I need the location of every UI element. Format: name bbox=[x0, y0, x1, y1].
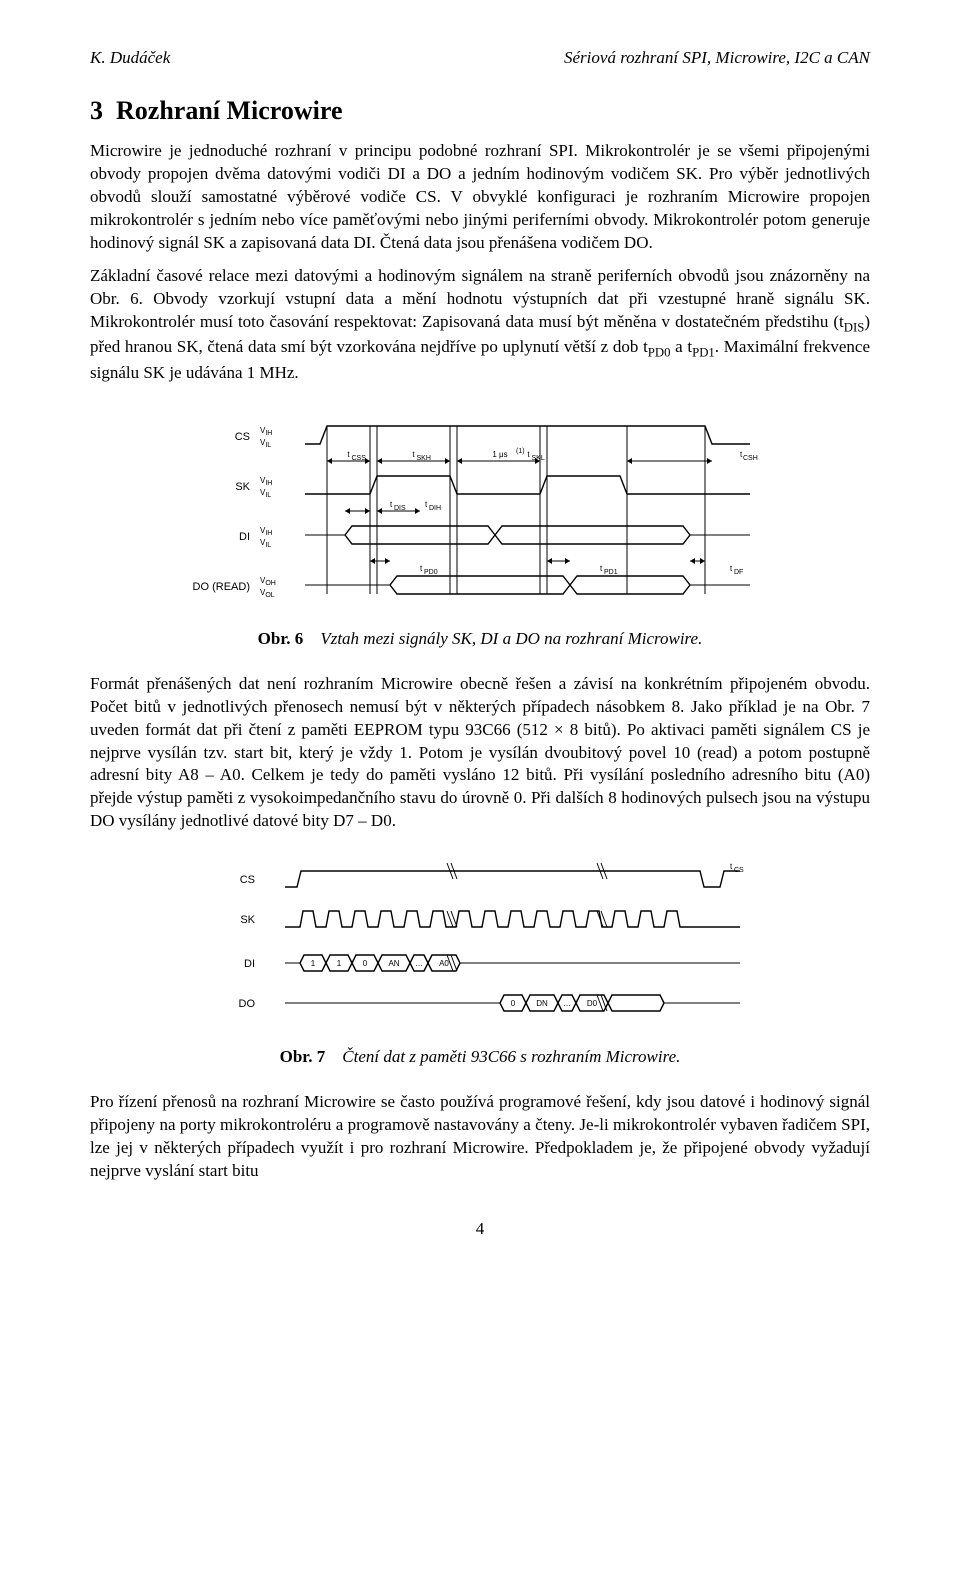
page: K. Dudáček Sériová rozhraní SPI, Microwi… bbox=[0, 0, 960, 1299]
svg-text:CS: CS bbox=[734, 867, 744, 874]
svg-text:D0: D0 bbox=[587, 999, 598, 1008]
svg-text:SKH: SKH bbox=[417, 455, 431, 462]
figure-7-caption: Obr. 7 Čtení dat z paměti 93C66 s rozhra… bbox=[90, 1047, 870, 1067]
svg-text:t: t bbox=[600, 564, 603, 573]
figure-7-caption-text: Čtení dat z paměti 93C66 s rozhraním Mic… bbox=[342, 1047, 680, 1066]
svg-text:t: t bbox=[390, 500, 393, 509]
svg-text:PD1: PD1 bbox=[604, 569, 618, 576]
svg-text:DF: DF bbox=[734, 569, 743, 576]
svg-text:(1): (1) bbox=[516, 448, 525, 455]
svg-text:DIH: DIH bbox=[429, 505, 441, 512]
svg-text:t: t bbox=[730, 862, 733, 871]
figure-7-label: Obr. 7 bbox=[280, 1047, 326, 1066]
svg-text:t: t bbox=[730, 564, 733, 573]
svg-text:1 μs: 1 μs bbox=[492, 450, 507, 459]
svg-text:t: t bbox=[412, 450, 415, 459]
svg-text:VIH: VIH bbox=[260, 526, 272, 537]
svg-text:SKL: SKL bbox=[532, 455, 545, 462]
svg-text:0: 0 bbox=[511, 999, 516, 1008]
svg-text:…: … bbox=[563, 999, 571, 1008]
svg-text:VIL: VIL bbox=[260, 538, 271, 549]
svg-text:t: t bbox=[420, 564, 423, 573]
page-number: 4 bbox=[90, 1219, 870, 1239]
svg-text:t: t bbox=[425, 500, 428, 509]
svg-text:VIH: VIH bbox=[260, 426, 272, 437]
svg-text:DN: DN bbox=[536, 999, 548, 1008]
svg-text:DO: DO bbox=[239, 998, 256, 1010]
figure-6-timing-diagram: CSVIHVILSKVIHVILDIVIHVILDO (READ)VOHVOLt… bbox=[190, 405, 770, 615]
svg-text:DI: DI bbox=[244, 958, 255, 970]
paragraph-1: Microwire je jednoduché rozhraní v princ… bbox=[90, 140, 870, 255]
svg-text:CSS: CSS bbox=[352, 455, 367, 462]
section-number: 3 bbox=[90, 96, 103, 125]
svg-text:DO (READ): DO (READ) bbox=[193, 581, 250, 593]
paragraph-4: Pro řízení přenosů na rozhraní Microwire… bbox=[90, 1091, 870, 1183]
svg-text:CSH: CSH bbox=[743, 455, 758, 462]
figure-6-caption: Obr. 6 Vztah mezi signály SK, DI a DO na… bbox=[90, 629, 870, 649]
svg-text:VIH: VIH bbox=[260, 476, 272, 487]
svg-text:SK: SK bbox=[240, 914, 255, 926]
section-heading: 3 Rozhraní Microwire bbox=[90, 96, 870, 126]
figure-7-timing-diagram: CSSKDIDOtCS110AN…A00DN…D0 bbox=[200, 853, 760, 1033]
header-doc-title: Sériová rozhraní SPI, Microwire, I2C a C… bbox=[564, 48, 870, 68]
svg-text:AN: AN bbox=[388, 959, 399, 968]
svg-text:VOH: VOH bbox=[260, 576, 276, 587]
svg-text:PD0: PD0 bbox=[424, 569, 438, 576]
svg-text:VOL: VOL bbox=[260, 588, 275, 599]
svg-text:CS: CS bbox=[240, 874, 255, 886]
svg-text:DI: DI bbox=[239, 531, 250, 543]
svg-text:t: t bbox=[527, 450, 530, 459]
svg-text:SK: SK bbox=[235, 481, 250, 493]
figure-6-caption-text: Vztah mezi signály SK, DI a DO na rozhra… bbox=[320, 629, 702, 648]
svg-text:0: 0 bbox=[363, 959, 368, 968]
svg-text:CS: CS bbox=[235, 431, 250, 443]
section-title: Rozhraní Microwire bbox=[116, 96, 342, 125]
running-header: K. Dudáček Sériová rozhraní SPI, Microwi… bbox=[90, 48, 870, 68]
svg-text:A0: A0 bbox=[439, 959, 449, 968]
svg-text:1: 1 bbox=[337, 959, 342, 968]
paragraph-3: Formát přenášených dat není rozhraním Mi… bbox=[90, 673, 870, 834]
svg-text:…: … bbox=[415, 959, 423, 968]
svg-text:1: 1 bbox=[311, 959, 316, 968]
svg-text:VIL: VIL bbox=[260, 488, 271, 499]
svg-text:VIL: VIL bbox=[260, 438, 271, 449]
header-author: K. Dudáček bbox=[90, 48, 170, 68]
figure-6-label: Obr. 6 bbox=[258, 629, 304, 648]
paragraph-2: Základní časové relace mezi datovými a h… bbox=[90, 265, 870, 385]
svg-text:t: t bbox=[347, 450, 350, 459]
